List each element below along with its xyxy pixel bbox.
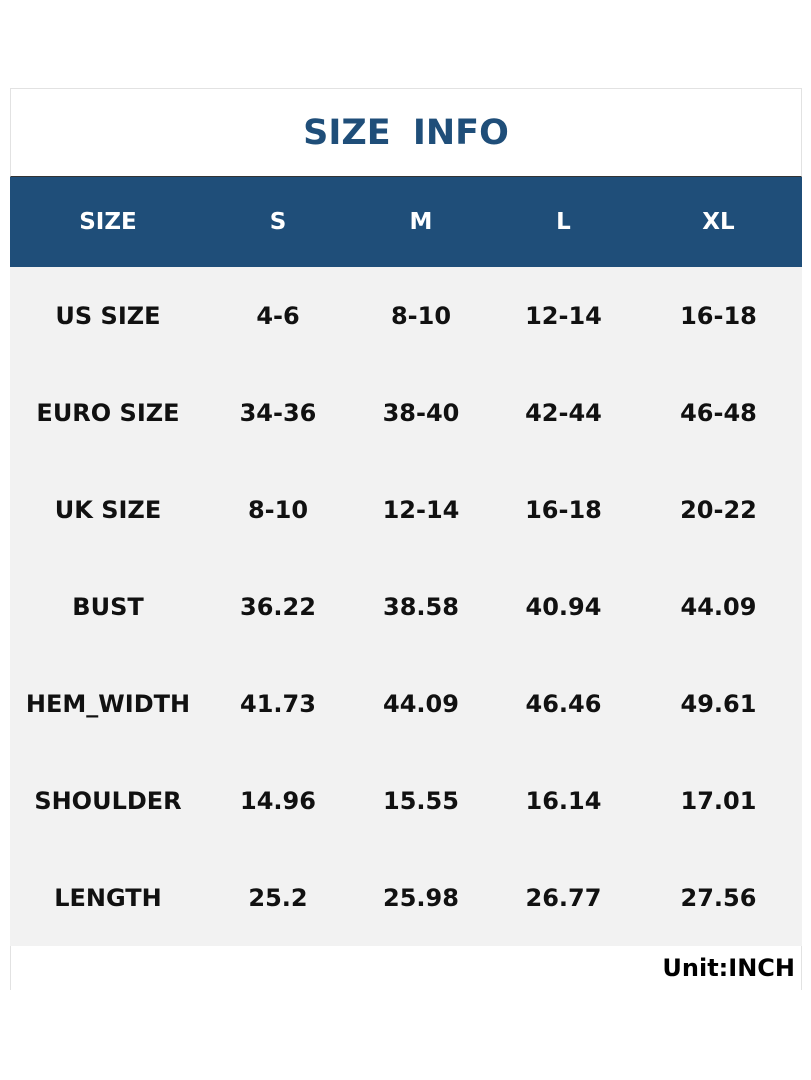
title: SIZE INFO <box>303 112 509 153</box>
table-row: EURO SIZE 34-36 38-40 42-44 46-48 <box>10 364 802 461</box>
table-cell: 16.14 <box>492 752 635 849</box>
table-cell: 38-40 <box>350 364 492 461</box>
table-row: SHOULDER 14.96 15.55 16.14 17.01 <box>10 752 802 849</box>
table-row: UK SIZE 8-10 12-14 16-18 20-22 <box>10 461 802 558</box>
table-row: US SIZE 4-6 8-10 12-14 16-18 <box>10 267 802 364</box>
table-cell: 8-10 <box>350 267 492 364</box>
table-cell: 16-18 <box>492 461 635 558</box>
table-cell: 26.77 <box>492 849 635 946</box>
table-cell: 44.09 <box>350 655 492 752</box>
row-label: UK SIZE <box>10 461 206 558</box>
unit-note: Unit:INCH <box>662 954 795 982</box>
table-cell: 46.46 <box>492 655 635 752</box>
header-cell: M <box>350 177 492 267</box>
table-cell: 8-10 <box>206 461 350 558</box>
table-row: BUST 36.22 38.58 40.94 44.09 <box>10 558 802 655</box>
table-cell: 14.96 <box>206 752 350 849</box>
table-cell: 20-22 <box>635 461 802 558</box>
row-label: HEM_WIDTH <box>10 655 206 752</box>
size-table: SIZE S M L XL US SIZE 4-6 8-10 12-14 16-18 EURO S… <box>10 177 802 946</box>
table-header: SIZE S M L XL <box>10 177 802 267</box>
size-chart: SIZE INFO SIZE S M L XL US SIZE 4-6 8-10 12-14 1… <box>10 88 802 990</box>
table-cell: 27.56 <box>635 849 802 946</box>
table-cell: 16-18 <box>635 267 802 364</box>
footer: Unit:INCH <box>10 946 802 990</box>
row-label: US SIZE <box>10 267 206 364</box>
header-cell: SIZE <box>10 177 206 267</box>
table-cell: 41.73 <box>206 655 350 752</box>
table-row: LENGTH 25.2 25.98 26.77 27.56 <box>10 849 802 946</box>
table-cell: 17.01 <box>635 752 802 849</box>
row-label: LENGTH <box>10 849 206 946</box>
title-bar: SIZE INFO <box>10 88 802 177</box>
table-cell: 12-14 <box>350 461 492 558</box>
table-cell: 42-44 <box>492 364 635 461</box>
header-cell: XL <box>635 177 802 267</box>
table-cell: 38.58 <box>350 558 492 655</box>
table-cell: 25.98 <box>350 849 492 946</box>
table-row: HEM_WIDTH 41.73 44.09 46.46 49.61 <box>10 655 802 752</box>
header-cell: L <box>492 177 635 267</box>
table-cell: 25.2 <box>206 849 350 946</box>
table-cell: 12-14 <box>492 267 635 364</box>
table-cell: 34-36 <box>206 364 350 461</box>
row-label: EURO SIZE <box>10 364 206 461</box>
table-cell: 36.22 <box>206 558 350 655</box>
header-row: SIZE S M L XL <box>10 177 802 267</box>
table-cell: 49.61 <box>635 655 802 752</box>
table-body: US SIZE 4-6 8-10 12-14 16-18 EURO SIZE 34-36 38… <box>10 267 802 946</box>
table-cell: 4-6 <box>206 267 350 364</box>
header-cell: S <box>206 177 350 267</box>
table-cell: 46-48 <box>635 364 802 461</box>
table-cell: 40.94 <box>492 558 635 655</box>
row-label: SHOULDER <box>10 752 206 849</box>
table-cell: 44.09 <box>635 558 802 655</box>
row-label: BUST <box>10 558 206 655</box>
table-cell: 15.55 <box>350 752 492 849</box>
